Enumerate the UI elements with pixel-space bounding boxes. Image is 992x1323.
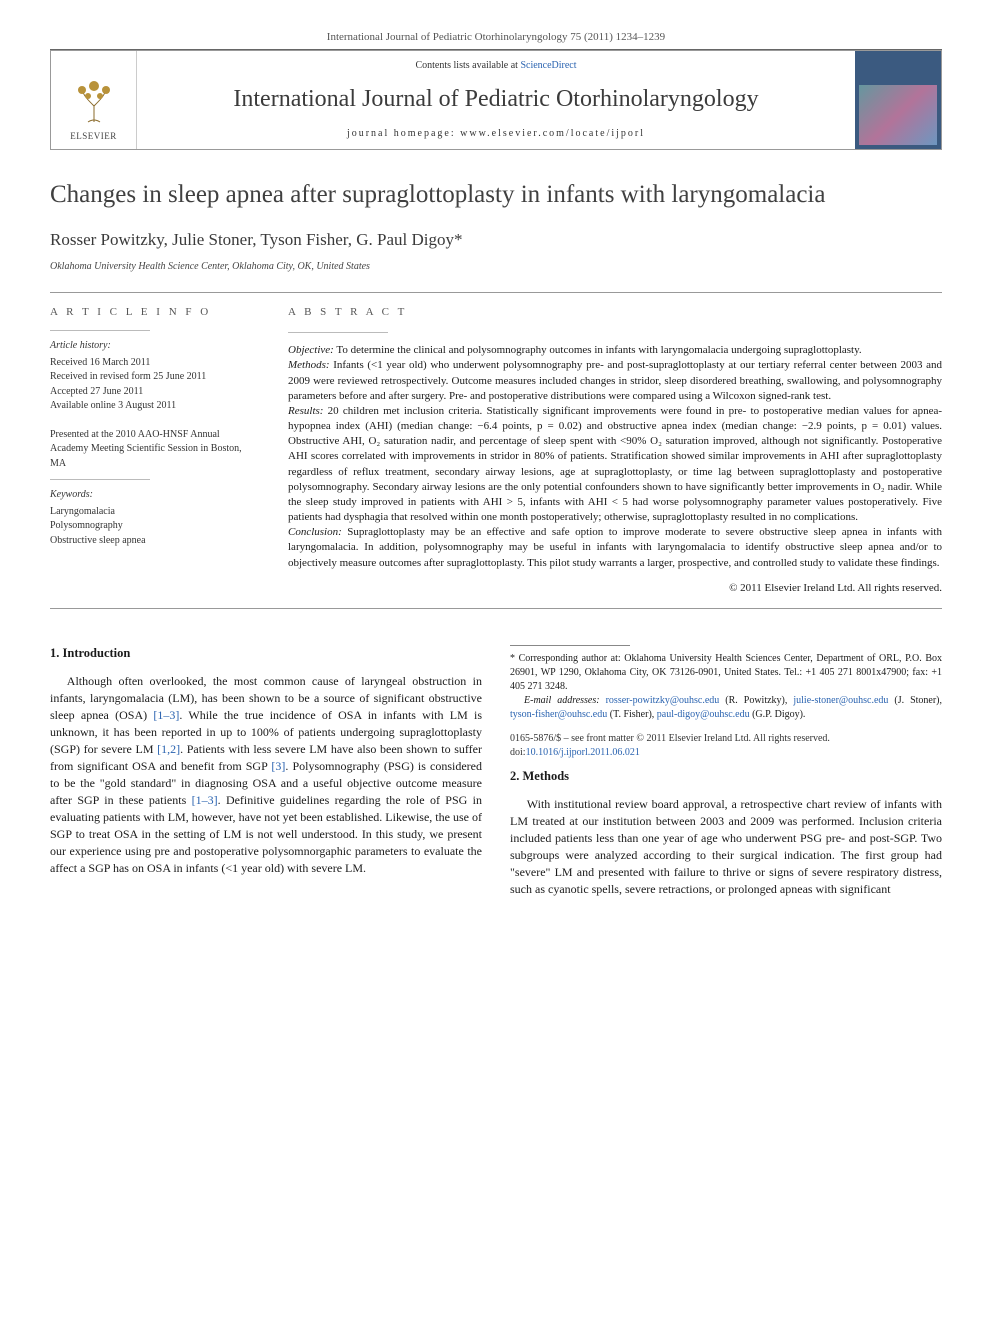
abs-results-label: Results:: [288, 405, 323, 417]
history-revised: Received in revised form 25 June 2011: [50, 370, 256, 385]
publisher-block: ELSEVIER: [51, 51, 137, 149]
doi-label: doi:: [510, 747, 526, 758]
contents-label: Contents lists available at: [415, 60, 520, 71]
name-3: (T. Fisher),: [607, 709, 657, 720]
abstract-body: Objective: To determine the clinical and…: [288, 343, 942, 571]
footnote-block: * Corresponding author at: Oklahoma Univ…: [510, 637, 942, 760]
abstract-copyright: © 2011 Elsevier Ireland Ltd. All rights …: [288, 581, 942, 596]
keyword-3: Obstructive sleep apnea: [50, 534, 256, 549]
section-intro-heading: 1. Introduction: [50, 645, 482, 663]
sciencedirect-link[interactable]: ScienceDirect: [520, 60, 576, 71]
article-title: Changes in sleep apnea after supraglotto…: [50, 180, 942, 210]
author-list: Rosser Powitzky, Julie Stoner, Tyson Fis…: [50, 228, 942, 252]
doi-block: 0165-5876/$ – see front matter © 2011 El…: [510, 732, 942, 760]
abs-methods: Infants (<1 year old) who underwent poly…: [288, 359, 942, 401]
abs-conclusion-label: Conclusion:: [288, 526, 342, 538]
article-info-heading: A R T I C L E I N F O: [50, 305, 256, 320]
journal-homepage-line: journal homepage: www.elsevier.com/locat…: [149, 127, 843, 141]
journal-title: International Journal of Pediatric Otorh…: [149, 83, 843, 117]
name-4: (G.P. Digoy).: [750, 709, 806, 720]
keyword-2: Polysomnography: [50, 519, 256, 534]
history-label: Article history:: [50, 339, 256, 354]
cite-4[interactable]: [1–3]: [192, 793, 218, 807]
journal-masthead: ELSEVIER Contents lists available at Sci…: [50, 50, 942, 150]
cite-2[interactable]: [1,2]: [157, 742, 180, 756]
keyword-1: Laryngomalacia: [50, 505, 256, 520]
cite-1[interactable]: [1–3]: [153, 708, 179, 722]
cite-3[interactable]: [3]: [271, 759, 285, 773]
email-2[interactable]: julie-stoner@ouhsc.edu: [793, 695, 888, 706]
section-methods-heading: 2. Methods: [510, 768, 942, 786]
abs-conclusion: Supraglottoplasty may be an effective an…: [288, 526, 942, 568]
journal-cover-thumb: [855, 51, 941, 149]
abs-methods-label: Methods:: [288, 359, 330, 371]
abs-results: 20 children met inclusion criteria. Stat…: [288, 405, 942, 523]
name-1: (R. Powitzky),: [719, 695, 793, 706]
name-2: (J. Stoner),: [888, 695, 942, 706]
email-4[interactable]: paul-digoy@ouhsc.edu: [657, 709, 750, 720]
cover-image: [859, 85, 937, 145]
homepage-url[interactable]: www.elsevier.com/locate/ijporl: [460, 128, 645, 139]
presented-note: Presented at the 2010 AAO-HNSF Annual Ac…: [50, 428, 256, 472]
affiliation: Oklahoma University Health Science Cente…: [50, 260, 942, 274]
history-online: Available online 3 August 2011: [50, 399, 256, 414]
corr-label: * Corresponding author at:: [510, 653, 621, 664]
history-received: Received 16 March 2011: [50, 356, 256, 371]
publisher-name: ELSEVIER: [70, 130, 117, 143]
abs-objective: To determine the clinical and polysomnog…: [334, 344, 862, 356]
methods-paragraph-1: With institutional review board approval…: [510, 796, 942, 898]
abstract-heading: A B S T R A C T: [288, 305, 942, 320]
issn-line: 0165-5876/$ – see front matter © 2011 El…: [510, 732, 942, 746]
article-info-column: A R T I C L E I N F O Article history: R…: [50, 293, 270, 608]
history-accepted: Accepted 27 June 2011: [50, 385, 256, 400]
abstract-column: A B S T R A C T Objective: To determine …: [270, 293, 942, 608]
authors-text: Rosser Powitzky, Julie Stoner, Tyson Fis…: [50, 230, 454, 249]
elsevier-tree-icon: [70, 78, 118, 126]
body-two-column: 1. Introduction Although often overlooke…: [50, 637, 942, 898]
doi-link[interactable]: 10.1016/j.ijporl.2011.06.021: [526, 747, 640, 758]
email-1[interactable]: rosser-powitzky@ouhsc.edu: [606, 695, 720, 706]
contents-available-line: Contents lists available at ScienceDirec…: [149, 59, 843, 73]
corresponding-marker: *: [454, 230, 463, 249]
email-3[interactable]: tyson-fisher@ouhsc.edu: [510, 709, 607, 720]
running-citation: International Journal of Pediatric Otorh…: [50, 30, 942, 50]
abs-objective-label: Objective:: [288, 344, 334, 356]
email-label: E-mail addresses:: [524, 695, 600, 706]
homepage-label: journal homepage:: [347, 128, 460, 139]
keywords-label: Keywords:: [50, 488, 256, 503]
intro-paragraph-1: Although often overlooked, the most comm…: [50, 673, 482, 877]
